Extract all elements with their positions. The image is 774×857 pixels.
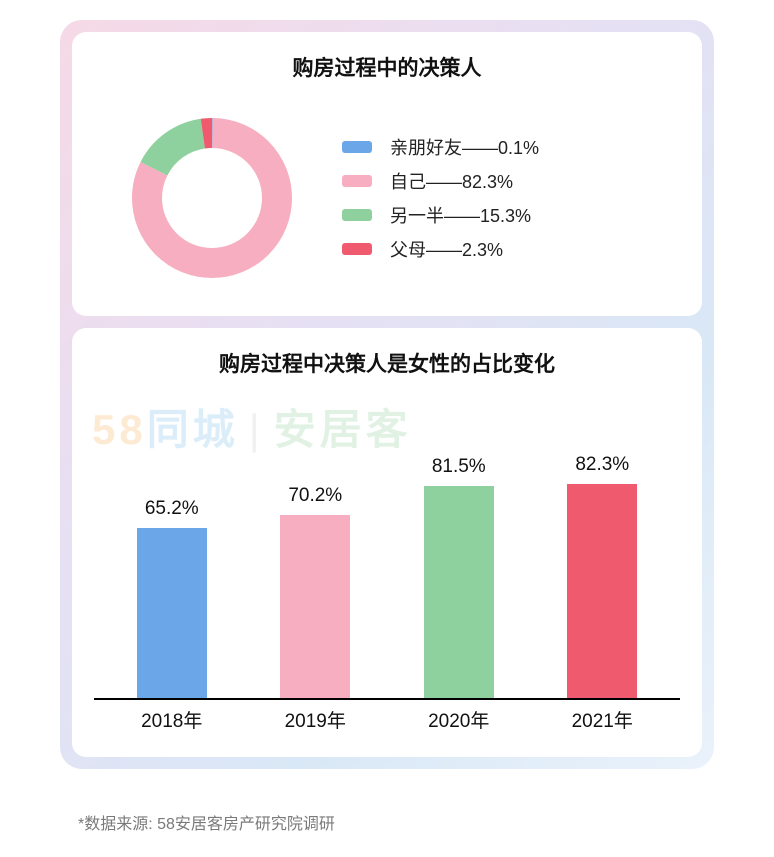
bars-area: 65.2% 70.2% 81.5% 82.3% [94, 400, 680, 700]
donut-title: 购房过程中的决策人 [94, 52, 680, 82]
bar-col: 82.3% [531, 454, 675, 698]
bar-value-label: 65.2% [145, 498, 199, 520]
legend-row: 自己——82.3% [342, 168, 670, 194]
legend-label: 另一半——15.3% [390, 202, 531, 228]
bar-x-label: 2019年 [244, 706, 388, 733]
legend-row: 另一半——15.3% [342, 202, 670, 228]
footnote: *数据来源: 58安居客房产研究院调研 [78, 810, 335, 834]
bar-title: 购房过程中决策人是女性的占比变化 [94, 348, 680, 378]
bar-rect [137, 528, 207, 698]
donut-wrap: 亲朋好友——0.1% 自己——82.3% 另一半——15.3% 父母——2.3% [94, 104, 680, 292]
legend-swatch [342, 243, 372, 255]
legend-label: 自己——82.3% [390, 168, 513, 194]
donut-panel: 购房过程中的决策人 亲朋好友——0.1% 自己——82.3% 另一半——15.3% 父… [72, 32, 702, 316]
bar-rect [424, 486, 494, 698]
donut-chart [122, 108, 302, 288]
legend-swatch [342, 209, 372, 221]
legend-label: 父母——2.3% [390, 236, 503, 262]
bar-col: 70.2% [244, 485, 388, 698]
bar-rect [280, 515, 350, 698]
legend-row: 亲朋好友——0.1% [342, 134, 670, 160]
bar-rect [567, 484, 637, 698]
bar-x-label: 2018年 [100, 706, 244, 733]
bars-labels: 2018年2019年2020年2021年 [94, 700, 680, 733]
bar-col: 65.2% [100, 498, 244, 698]
bar-x-label: 2021年 [531, 706, 675, 733]
bar-x-label: 2020年 [387, 706, 531, 733]
outer-card: 购房过程中的决策人 亲朋好友——0.1% 自己——82.3% 另一半——15.3% 父… [60, 20, 714, 769]
bar-value-label: 70.2% [288, 485, 342, 507]
bar-panel: 购房过程中决策人是女性的占比变化 58同城|安居客 65.2%70.2%81.5… [72, 328, 702, 757]
legend-label: 亲朋好友——0.1% [390, 134, 539, 160]
legend-row: 父母——2.3% [342, 236, 670, 262]
legend-swatch [342, 141, 372, 153]
bar-value-label: 82.3% [575, 454, 629, 476]
legend-swatch [342, 175, 372, 187]
donut-legend: 亲朋好友——0.1% 自己——82.3% 另一半——15.3% 父母——2.3% [342, 126, 670, 270]
bar-col: 81.5% [387, 456, 531, 698]
bar-value-label: 81.5% [432, 456, 486, 478]
